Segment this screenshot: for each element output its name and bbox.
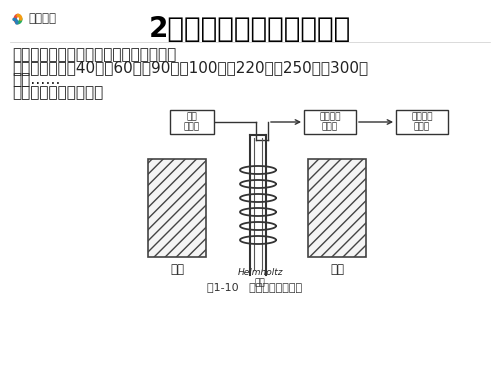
Text: 磁铁: 磁铁 xyxy=(330,263,344,276)
Bar xyxy=(308,159,366,257)
Text: 2．核磁共振仪与实验方法: 2．核磁共振仪与实验方法 xyxy=(149,15,351,43)
Text: 兆赫
频率器: 兆赫 频率器 xyxy=(184,112,200,132)
Bar xyxy=(304,110,356,134)
Bar xyxy=(396,110,448,134)
Text: 磁铁: 磁铁 xyxy=(170,263,184,276)
Text: Helmholtz
线圈: Helmholtz 线圈 xyxy=(238,268,283,287)
Text: 频率越高，分辨率越高: 频率越高，分辨率越高 xyxy=(12,86,104,100)
Text: 示波器及
记录器: 示波器及 记录器 xyxy=(411,112,433,132)
Bar xyxy=(148,159,206,257)
Text: 美丽教育: 美丽教育 xyxy=(28,12,56,26)
Text: 图1-10   核磁共振仪示意图: 图1-10 核磁共振仪示意图 xyxy=(208,282,302,292)
Text: 按交变频率分：40兆，60兆，90兆，100兆，220兆，250兆，300兆: 按交变频率分：40兆，60兆，90兆，100兆，220兆，250兆，300兆 xyxy=(12,60,368,75)
Text: 按磁场源分：永久磁铁、电磁铁、超导磁: 按磁场源分：永久磁铁、电磁铁、超导磁 xyxy=(12,48,176,63)
Bar xyxy=(170,110,214,134)
Text: 赫兹……: 赫兹…… xyxy=(12,72,60,87)
Text: 接受器及
放大器: 接受器及 放大器 xyxy=(320,112,341,132)
